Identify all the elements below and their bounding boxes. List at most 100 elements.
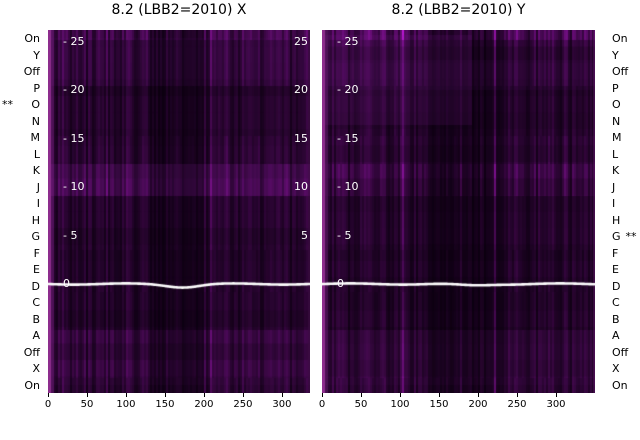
row-label: P <box>612 81 619 95</box>
x-tick-mark <box>556 393 557 397</box>
contour-label-right-edge: 20 <box>294 83 308 97</box>
row-label: N <box>612 114 621 128</box>
x-tick-label: 150 <box>429 399 449 410</box>
y-axis-label-right: X <box>600 360 640 377</box>
y-axis-label-left: H <box>0 212 44 229</box>
row-label: J <box>612 180 616 194</box>
row-label: On <box>612 378 628 392</box>
row-label: M <box>612 131 622 144</box>
x-tick-label: 200 <box>194 399 214 410</box>
contour-label-right-edge: 25 <box>294 35 308 48</box>
y-axis-label-right: L <box>600 146 640 163</box>
y-axis-label-left: G <box>0 228 44 245</box>
contour-label: 0 <box>337 277 344 290</box>
y-axis-label-left: Off <box>0 63 44 80</box>
contour-label: - 10 <box>337 180 359 194</box>
x-tick-label: 150 <box>155 399 175 410</box>
row-label: X <box>32 362 40 375</box>
row-label: H <box>31 213 40 227</box>
contour-label: - 15 <box>63 131 85 145</box>
row-label: I <box>612 197 616 210</box>
y-axis-label-right: A <box>600 327 640 344</box>
x-tick-mark <box>48 393 49 397</box>
row-label: D <box>31 279 40 293</box>
y-axis-label-right: M <box>600 129 640 146</box>
x-tick-mark <box>281 393 283 397</box>
row-label: O <box>31 98 40 111</box>
x-tick-mark <box>242 393 244 397</box>
x-tick-mark <box>86 393 88 397</box>
row-label: Off <box>612 345 629 359</box>
contour-label: - 10 <box>63 180 85 194</box>
row-label: G <box>612 230 621 243</box>
left-asterisk-marker: ** <box>2 98 13 111</box>
x-tick-label: 100 <box>116 399 136 410</box>
row-label: H <box>612 213 621 227</box>
row-label: Off <box>23 65 40 78</box>
row-label: E <box>612 263 619 276</box>
contour-label: - 5 <box>63 228 78 242</box>
y-axis-label-right: N <box>600 113 640 130</box>
heatmap-canvas-left <box>48 30 310 393</box>
row-label: K <box>32 164 40 177</box>
row-label: F <box>612 246 619 260</box>
x-tick-label: 300 <box>546 399 566 410</box>
row-label: C <box>612 296 620 309</box>
y-axis-label-left: D <box>0 278 44 295</box>
row-label: L <box>612 147 619 161</box>
x-tick-mark <box>517 393 518 397</box>
y-axis-label-left: On <box>0 377 44 394</box>
contour-label: - 25 <box>63 35 85 48</box>
y-axis-label-right: E <box>600 261 640 278</box>
x-tick-label: 50 <box>354 399 368 410</box>
row-label: K <box>612 164 620 177</box>
row-label: O <box>612 98 621 111</box>
row-label: A <box>612 329 620 342</box>
row-label: B <box>612 312 620 326</box>
x-tick-label: 100 <box>390 399 410 410</box>
y-axis-label-right: G ** <box>600 228 640 245</box>
row-label: P <box>33 81 40 95</box>
row-label: Off <box>23 345 40 359</box>
contour-label: - 15 <box>337 131 359 145</box>
x-tick-label: 300 <box>272 399 292 410</box>
contour-label: 0 <box>63 277 70 290</box>
y-axis-label-left: E <box>0 261 44 278</box>
contour-label-right-edge: 10 <box>294 180 308 194</box>
x-tick-label: 250 <box>507 399 527 410</box>
x-tick-mark <box>164 393 166 397</box>
panel-left-title: 8.2 (LBB2=2010) X <box>111 2 247 18</box>
row-label: A <box>32 329 40 342</box>
row-label: F <box>33 246 40 260</box>
contour-label: - 5 <box>337 228 352 242</box>
row-label: J <box>36 180 40 194</box>
row-label: M <box>30 131 41 144</box>
y-axis-label-left: J <box>0 179 44 196</box>
y-axis-label-right: O <box>600 96 640 113</box>
y-axis-label-left: O ** <box>0 96 44 113</box>
y-axis-label-left: K <box>0 162 44 179</box>
y-axis-label-right: D <box>600 278 640 295</box>
x-tick-label: 50 <box>80 399 94 410</box>
row-label: L <box>33 147 40 161</box>
y-axis-label-left: C <box>0 294 44 311</box>
y-axis-label-left: M <box>0 129 44 146</box>
y-axis-label-left: L <box>0 146 44 163</box>
x-tick-mark <box>322 393 323 397</box>
row-label: X <box>612 362 620 375</box>
x-tick-label: 250 <box>233 399 253 410</box>
y-axis-label-right: Off <box>600 344 640 361</box>
y-axis-label-right: I <box>600 195 640 212</box>
row-label: N <box>31 114 40 128</box>
y-axis-label-right: J <box>600 179 640 196</box>
contour-label: - 20 <box>63 83 85 97</box>
row-label: C <box>32 296 40 309</box>
y-axis-label-right: On <box>600 377 640 394</box>
x-tick-mark <box>400 393 401 397</box>
y-axis-label-left: A <box>0 327 44 344</box>
x-tick-mark <box>203 393 205 397</box>
x-tick-mark <box>361 393 362 397</box>
row-label: D <box>612 279 621 293</box>
contour-label: - 20 <box>337 83 359 97</box>
